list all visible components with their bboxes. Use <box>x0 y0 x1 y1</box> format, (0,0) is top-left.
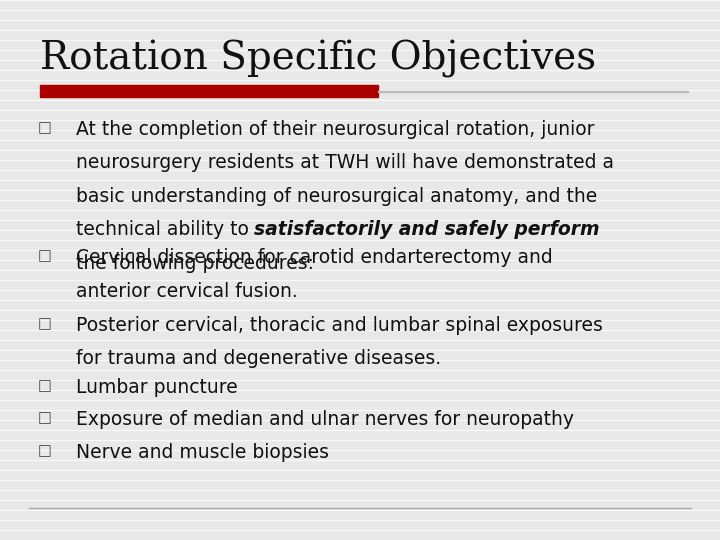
Text: anterior cervical fusion.: anterior cervical fusion. <box>76 282 297 301</box>
Text: for trauma and degenerative diseases.: for trauma and degenerative diseases. <box>76 349 441 368</box>
Text: Exposure of median and ulnar nerves for neuropathy: Exposure of median and ulnar nerves for … <box>76 410 574 429</box>
Text: □: □ <box>37 120 51 135</box>
Text: Nerve and muscle biopsies: Nerve and muscle biopsies <box>76 443 328 462</box>
Text: At the completion of their neurosurgical rotation, junior: At the completion of their neurosurgical… <box>76 120 594 139</box>
Text: technical ability to: technical ability to <box>76 220 254 239</box>
Text: Rotation Specific Objectives: Rotation Specific Objectives <box>40 40 595 78</box>
Text: Posterior cervical, thoracic and lumbar spinal exposures: Posterior cervical, thoracic and lumbar … <box>76 316 603 335</box>
Text: □: □ <box>37 443 51 458</box>
Text: □: □ <box>37 248 51 264</box>
Bar <box>378 91 688 92</box>
Text: □: □ <box>37 316 51 331</box>
Text: □: □ <box>37 378 51 393</box>
Text: satisfactorily and safely perform: satisfactorily and safely perform <box>254 220 600 239</box>
Text: neurosurgery residents at TWH will have demonstrated a: neurosurgery residents at TWH will have … <box>76 153 613 172</box>
Bar <box>40 85 378 97</box>
Text: the following procedures:: the following procedures: <box>76 254 314 273</box>
Text: □: □ <box>37 410 51 426</box>
Text: Lumbar puncture: Lumbar puncture <box>76 378 238 397</box>
Text: basic understanding of neurosurgical anatomy, and the: basic understanding of neurosurgical ana… <box>76 187 597 206</box>
Text: Cervical dissection for carotid endarterectomy and: Cervical dissection for carotid endarter… <box>76 248 552 267</box>
